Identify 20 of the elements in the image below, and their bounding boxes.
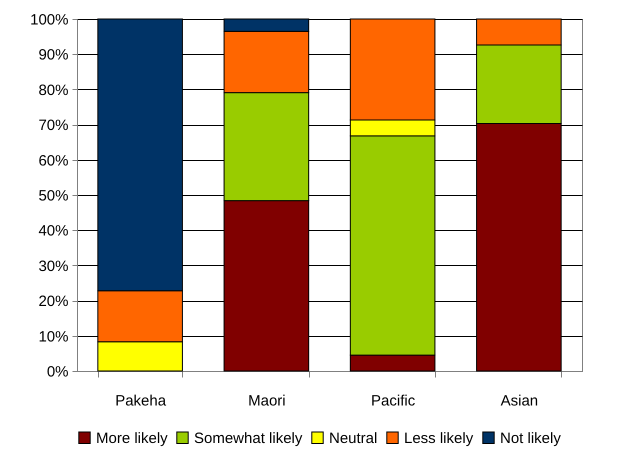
y-tick-label: 40% xyxy=(38,222,68,240)
y-tick-label: 20% xyxy=(38,293,68,310)
x-tick-label: Pakeha xyxy=(115,392,167,410)
y-tick-label: 70% xyxy=(38,117,68,134)
legend-label: More likely xyxy=(96,430,168,447)
y-tick-label: 80% xyxy=(38,82,68,99)
y-tick-label: 90% xyxy=(38,46,68,64)
y-tick-label: 0% xyxy=(46,364,68,380)
x-tick-label: Asian xyxy=(500,392,538,410)
legend-label: Neutral xyxy=(329,430,378,447)
x-tick-label: Maori xyxy=(248,392,286,410)
legend-label: Somewhat likely xyxy=(194,430,303,447)
y-tick-label: 10% xyxy=(38,328,68,346)
y-tick-label: 30% xyxy=(38,258,68,275)
legend-label: Not likely xyxy=(500,430,562,447)
y-tick-label: 100% xyxy=(30,12,68,28)
y-tick-label: 60% xyxy=(38,152,68,170)
y-tick-label: 50% xyxy=(38,188,68,204)
legend-label: Less likely xyxy=(404,430,474,447)
x-tick-label: Pacific xyxy=(371,392,416,410)
